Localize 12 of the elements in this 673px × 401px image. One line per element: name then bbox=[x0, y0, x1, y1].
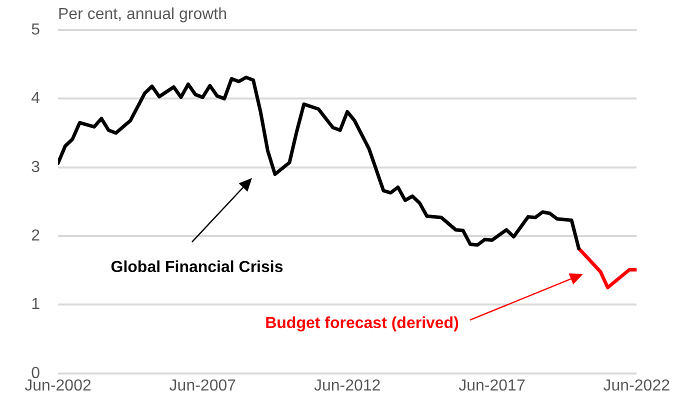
x-tick-label: Jun-2022 bbox=[603, 377, 670, 394]
y-axis-title: Per cent, annual growth bbox=[58, 6, 227, 24]
annotation: Budget forecast (derived) bbox=[265, 315, 459, 333]
y-tick-label: 4 bbox=[31, 90, 40, 108]
y-tick-label: 2 bbox=[31, 227, 40, 244]
y-tick-label: 3 bbox=[31, 158, 40, 176]
y-tick-label: 5 bbox=[31, 21, 40, 38]
x-tick-label: Jun-2012 bbox=[314, 377, 381, 394]
x-tick-label: Jun-2007 bbox=[169, 377, 236, 394]
annotation: Global Financial Crisis bbox=[110, 259, 284, 277]
y-tick-label: 1 bbox=[31, 296, 40, 314]
x-tick-label: Jun-2017 bbox=[458, 377, 526, 394]
